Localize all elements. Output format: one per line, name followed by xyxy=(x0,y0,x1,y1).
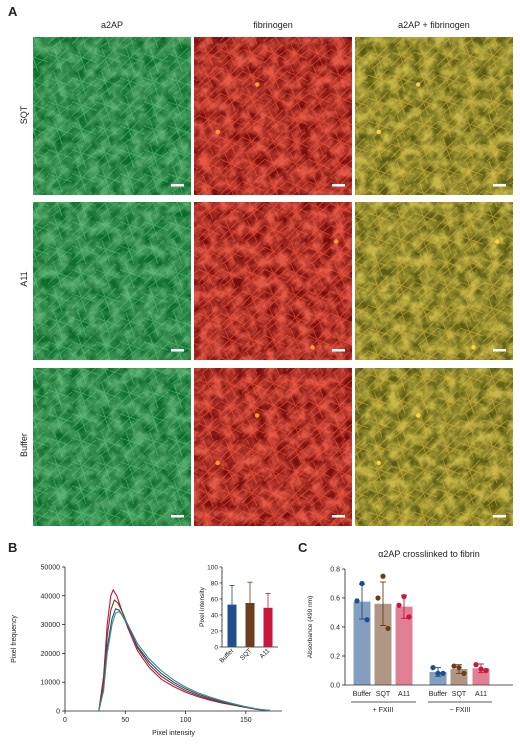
scale-bar xyxy=(332,515,345,518)
crosslink-bar-chart: α2AP crosslinked to fibrin 0.0 0.2 0.4 0.6 0.… xyxy=(307,549,513,714)
inset-category-label: SQT xyxy=(239,647,253,661)
inset-bar-buffer xyxy=(227,604,237,647)
inset-y-tick-label: 40 xyxy=(211,613,219,620)
inset-category-label: Buffer xyxy=(218,647,236,665)
histogram-line-1 xyxy=(98,599,270,712)
micrograph-sqt-green xyxy=(33,37,191,195)
x-tick-label: 50 xyxy=(121,717,129,724)
micrograph-a11-red xyxy=(194,202,352,360)
y-tick-label: 0.0 xyxy=(330,683,340,690)
category-label: Buffer xyxy=(429,691,448,698)
col-label-merge: a2AP + fibrinogen xyxy=(398,20,470,30)
data-point xyxy=(478,666,484,672)
scale-bar xyxy=(493,515,506,518)
data-point xyxy=(354,598,360,604)
x-tick-label: 150 xyxy=(240,717,252,724)
x-tick-label: 100 xyxy=(180,717,192,724)
micrograph-buffer-green xyxy=(33,368,191,526)
category-label: A11 xyxy=(398,691,410,698)
panel-c-letter: C xyxy=(298,540,308,555)
panel-a-letter: A xyxy=(8,4,18,19)
inset-bar-a11 xyxy=(263,607,273,647)
inset-category-label: A11 xyxy=(259,647,272,660)
data-point xyxy=(456,665,462,671)
data-point xyxy=(483,667,489,674)
category-label: SQT xyxy=(376,691,391,698)
data-point xyxy=(401,593,407,600)
data-point xyxy=(451,663,457,669)
data-point xyxy=(435,670,441,676)
panel-b-letter: B xyxy=(8,540,18,555)
inset-bar-sqt xyxy=(245,603,255,647)
inset-y-tick-label: 80 xyxy=(211,581,219,588)
histogram-line-2 xyxy=(98,608,270,712)
scale-bar xyxy=(171,515,184,518)
y-tick-label: 50000 xyxy=(41,565,61,572)
y-tick-label: 0.6 xyxy=(330,596,340,603)
bar-sqt xyxy=(374,603,392,685)
inset-y-tick-label: 0 xyxy=(214,645,218,652)
x-tick-label: 0 xyxy=(63,717,67,724)
y-tick-label: 20000 xyxy=(41,651,61,658)
micrograph-grid xyxy=(33,37,513,526)
x-axis-label: Pixel intensity xyxy=(152,730,195,737)
scale-bar xyxy=(332,184,345,187)
y-axis-label: Absorbance (490 nm) xyxy=(307,596,314,659)
bar-buffer xyxy=(353,601,371,685)
y-tick-label: 0.8 xyxy=(330,567,340,574)
micrograph-sqt-red xyxy=(194,37,352,195)
inset-y-tick-label: 20 xyxy=(211,629,219,636)
data-point xyxy=(380,573,386,579)
inset-y-axis-label: Pixel intensity xyxy=(199,586,206,626)
data-point xyxy=(406,614,412,620)
data-point xyxy=(375,595,381,601)
scale-bar xyxy=(171,349,184,352)
micrograph-buffer-red xyxy=(194,368,352,526)
micrograph-a11-merge xyxy=(355,202,513,360)
category-label: A11 xyxy=(475,691,487,698)
micrograph-sqt-merge xyxy=(355,37,513,195)
y-tick-label: 0.4 xyxy=(330,625,340,632)
col-label-fibrinogen: fibrinogen xyxy=(253,20,293,30)
data-point xyxy=(359,580,365,587)
bar-a11 xyxy=(395,606,413,685)
micrograph-buffer-merge xyxy=(355,368,513,526)
micrograph-a11-green xyxy=(33,202,191,360)
col-label-a2ap: a2AP xyxy=(100,20,124,30)
data-point xyxy=(430,665,436,671)
histogram-line-3 xyxy=(98,610,270,712)
data-point xyxy=(364,617,370,623)
scale-bar xyxy=(493,349,506,352)
scale-bar xyxy=(332,349,345,352)
inset-y-tick-label: 100 xyxy=(207,565,218,572)
data-point xyxy=(473,662,479,668)
data-point xyxy=(440,670,446,676)
scale-bar xyxy=(171,184,184,187)
y-tick-label: 10000 xyxy=(41,680,61,687)
y-tick-label: 40000 xyxy=(41,593,61,600)
y-tick-label: 30000 xyxy=(41,622,61,629)
chart-title: α2AP crosslinked to fibrin xyxy=(378,549,480,559)
inset-y-tick-label: 60 xyxy=(211,597,219,604)
y-tick-label: 0.2 xyxy=(330,654,340,661)
category-label: Buffer xyxy=(353,691,372,698)
data-point xyxy=(396,602,402,608)
data-point xyxy=(461,670,467,676)
y-axis-label: Pixel frequency xyxy=(11,615,18,663)
pixel-histogram-chart: 0 50 100 150 0 10000 20000 30000 40000 50000 Pixel… xyxy=(11,565,282,737)
data-point xyxy=(385,625,391,632)
category-label: SQT xyxy=(452,691,467,698)
group-label-plus-fxiii: + FXIII xyxy=(373,707,394,714)
scale-bar xyxy=(493,184,506,187)
group-label-minus-fxiii: − FXIII xyxy=(450,707,471,714)
y-tick-label: 0 xyxy=(56,709,60,716)
